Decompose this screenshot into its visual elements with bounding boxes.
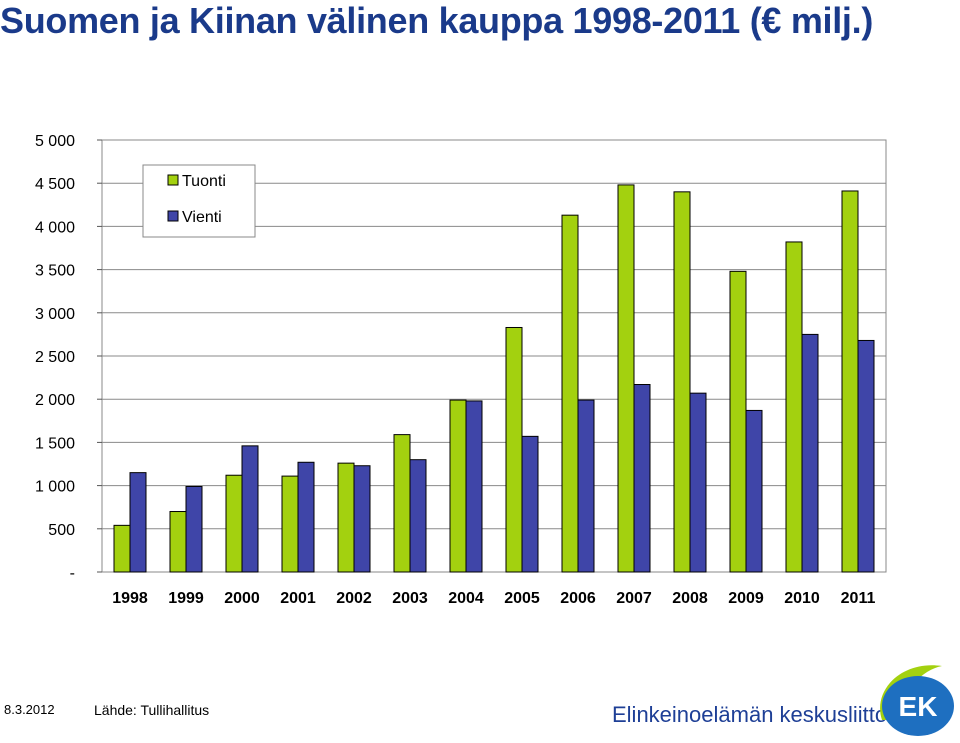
bar-vienti-2003 <box>409 459 427 573</box>
footer-date: 8.3.2012 <box>4 702 55 717</box>
bar-tuonti-2003 <box>393 434 411 573</box>
x-tick-label: 2000 <box>224 590 260 607</box>
y-tick-label: 4 500 <box>35 176 75 193</box>
x-tick-label: 2008 <box>672 590 708 607</box>
bars <box>113 184 875 573</box>
bar-vienti-2002 <box>353 465 371 573</box>
x-axis-ticks: 1998 1999 2000 2001 2002 2003 2004 2005 2006 2007… <box>112 590 875 607</box>
x-tick-label: 2007 <box>616 590 652 607</box>
bar-vienti-2007 <box>633 384 651 573</box>
bar-vienti-2001 <box>297 461 315 573</box>
legend: Tuonti Vienti <box>142 164 256 238</box>
legend-swatch-tuonti <box>167 174 179 186</box>
x-tick-label: 2002 <box>336 590 372 607</box>
x-tick-label: 2003 <box>392 590 428 607</box>
logo-text: EK <box>899 691 938 722</box>
x-tick-label: 2004 <box>448 590 484 607</box>
y-tick-label: 3 000 <box>35 306 75 323</box>
bar-vienti-2009 <box>745 409 763 573</box>
y-tick-label: 3 500 <box>35 263 75 280</box>
footer-source: Lähde: Tullihallitus <box>94 702 210 718</box>
bar-tuonti-2004 <box>449 399 467 573</box>
bar-tuonti-2000 <box>225 474 243 573</box>
x-tick-label: 1999 <box>168 590 204 607</box>
bar-vienti-2011 <box>857 339 875 573</box>
ek-logo-icon: EK <box>880 665 954 736</box>
legend-box <box>142 164 256 238</box>
bar-tuonti-1998 <box>113 524 131 573</box>
y-tick-label: - <box>70 565 75 582</box>
bar-vienti-2006 <box>577 399 595 573</box>
bar-tuonti-2006 <box>561 214 579 573</box>
bar-vienti-2004 <box>465 400 483 573</box>
x-tick-label: 2005 <box>504 590 540 607</box>
bar-tuonti-2008 <box>673 191 691 573</box>
bar-tuonti-2010 <box>785 241 803 573</box>
x-tick-label: 2001 <box>280 590 316 607</box>
bar-tuonti-2001 <box>281 475 299 573</box>
y-tick-label: 1 000 <box>35 479 75 496</box>
organization-name: Elinkeinoelämän keskusliitto <box>612 702 888 727</box>
y-tick-label: 5 000 <box>35 133 75 150</box>
bar-tuonti-2007 <box>617 184 635 573</box>
bar-tuonti-2002 <box>337 462 355 573</box>
y-tick-label: 2 500 <box>35 349 75 366</box>
page-title: Suomen ja Kiinan välinen kauppa 1998-201… <box>0 0 874 41</box>
y-axis-ticks: - 500 1 000 1 500 2 000 2 500 3 000 3 500 4 000 4… <box>35 133 102 582</box>
bar-tuonti-2009 <box>729 270 747 573</box>
bar-vienti-2010 <box>801 333 819 573</box>
legend-label-vienti: Vienti <box>182 209 222 226</box>
x-tick-label: 2006 <box>560 590 596 607</box>
x-tick-label: 2011 <box>841 590 876 607</box>
legend-swatch-vienti <box>167 210 179 222</box>
y-tick-label: 500 <box>48 522 75 539</box>
bar-vienti-2005 <box>521 435 539 573</box>
bar-vienti-1998 <box>129 472 147 573</box>
bar-vienti-2000 <box>241 445 259 573</box>
bar-vienti-2008 <box>689 392 707 573</box>
bar-vienti-1999 <box>185 485 203 573</box>
x-tick-label: 2009 <box>728 590 764 607</box>
bar-tuonti-2011 <box>841 190 859 573</box>
x-tick-label: 2010 <box>784 590 820 607</box>
y-tick-label: 1 500 <box>35 435 75 452</box>
bar-tuonti-1999 <box>169 511 187 573</box>
x-tick-label: 1998 <box>112 590 148 607</box>
legend-label-tuonti: Tuonti <box>182 173 226 190</box>
y-tick-label: 2 000 <box>35 392 75 409</box>
bar-tuonti-2005 <box>505 326 523 573</box>
y-tick-label: 4 000 <box>35 219 75 236</box>
